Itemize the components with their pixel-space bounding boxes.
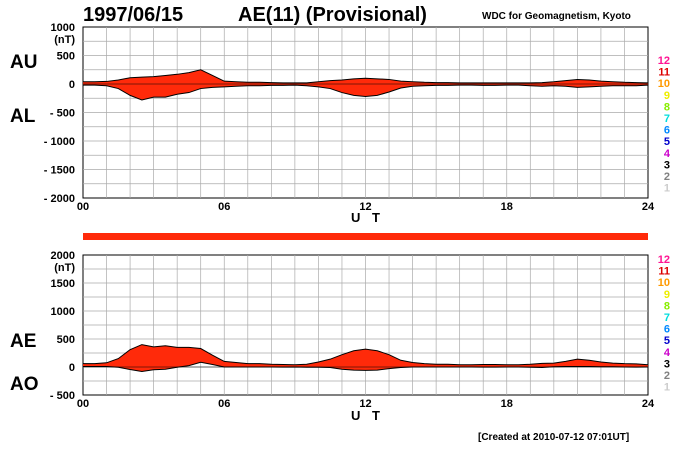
x-tick-label: 24 [642,201,655,213]
series-label-ae: AE [10,331,36,352]
y-tick-label: - 1000 [44,136,75,148]
y-tick-label: 0 [69,79,75,91]
x-axis-label: U T [351,210,384,225]
y-tick-label: 1000 [51,22,75,34]
x-tick-label: 18 [501,201,513,213]
level-legend-number: 7 [664,113,670,125]
level-legend-number: 1 [664,382,670,394]
y-tick-label: 0 [69,362,75,374]
chart-title: AE(11) (Provisional) [238,4,427,26]
separator-bar [83,233,648,240]
level-legend-number: 10 [658,78,670,90]
chart-panel-0: 1000 500 0 - 500 - 1000 - 1500 - 2000 (nT) 00 06 1… [10,22,671,225]
y-tick-label: - 500 [50,390,75,402]
level-legend-number: 12 [658,55,670,67]
series-line-al [83,84,649,101]
organization-label: WDC for Geomagnetism, Kyoto [482,11,631,22]
level-legend-number: 1 [664,183,670,195]
y-tick-label: 500 [57,334,75,346]
created-timestamp: [Created at 2010-07-12 07:01UT] [478,432,630,443]
date-title: 1997/06/15 [83,4,184,26]
y-tick-label: - 500 [50,108,75,120]
level-legend-number: 7 [664,312,670,324]
x-tick-label: 00 [77,201,89,213]
level-legend-number: 6 [664,125,670,137]
level-legend-number: 9 [664,90,670,102]
unit-label: (nT) [54,262,75,274]
level-legend-number: 9 [664,289,670,301]
y-tick-label: 1500 [51,278,75,290]
x-axis-label: U T [351,408,384,423]
x-tick-label: 18 [501,398,513,410]
y-tick-label: - 1500 [44,165,75,177]
y-tick-label: 500 [57,51,75,63]
x-tick-label: 06 [218,398,230,410]
level-legend-number: 11 [658,266,670,278]
series-line-au [83,69,649,84]
level-legend-number: 4 [664,347,671,359]
unit-label: (nT) [54,34,75,46]
y-tick-label: 2000 [51,250,75,262]
level-legend-number: 5 [664,136,670,148]
x-tick-label: 12 [359,201,371,213]
x-tick-label: 06 [218,201,230,213]
x-tick-label: 24 [642,398,655,410]
x-tick-label: 00 [77,398,89,410]
level-legend-number: 8 [664,300,670,312]
level-legend-number: 3 [664,358,670,370]
level-legend-number: 10 [658,277,670,289]
series-area-fill [83,69,648,100]
series-label-ao: AO [10,374,39,395]
level-legend-number: 2 [664,370,670,382]
level-legend-number: 6 [664,324,670,336]
level-legend-number: 8 [664,101,670,113]
level-legend-number: 12 [658,254,670,266]
level-legend-number: 5 [664,335,670,347]
series-label-au: AU [10,52,37,73]
y-tick-label: - 2000 [44,193,75,205]
level-legend-number: 11 [658,67,670,79]
series-line-ae [83,344,649,366]
series-label-al: AL [10,106,36,127]
level-legend-number: 3 [664,159,670,171]
y-tick-label: 1000 [51,306,75,318]
level-legend-number: 2 [664,171,670,183]
level-legend-number: 4 [664,148,671,160]
x-tick-label: 12 [359,398,371,410]
